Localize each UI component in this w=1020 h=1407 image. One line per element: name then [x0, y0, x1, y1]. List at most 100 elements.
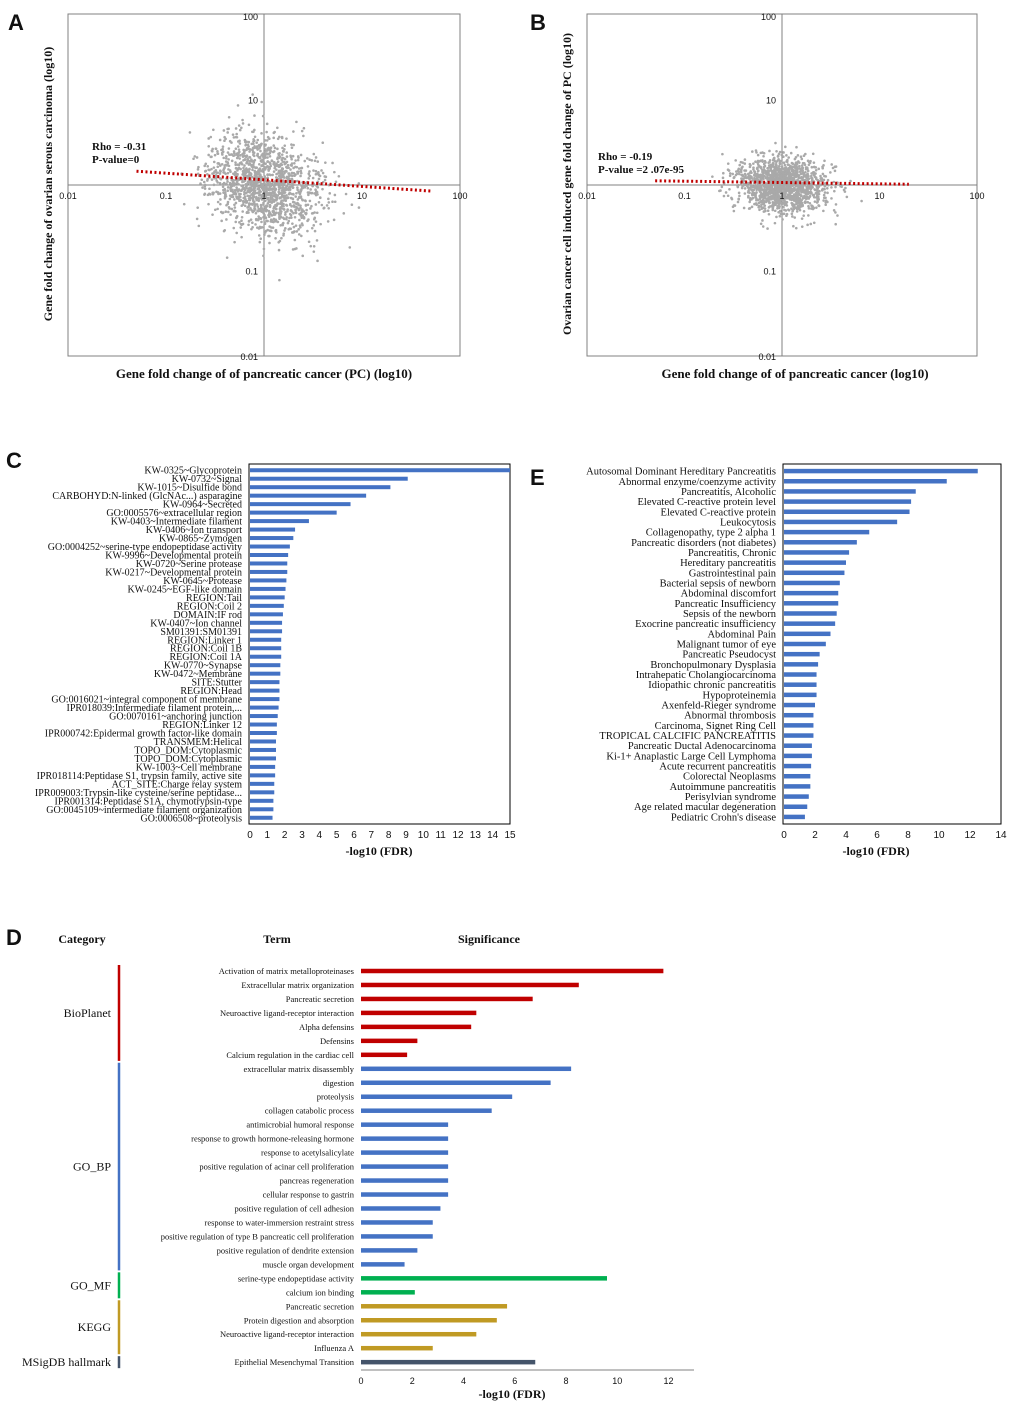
scatter-point [280, 204, 284, 208]
scatter-point [790, 207, 793, 210]
panel-a-rho: Rho = -0.31 [92, 141, 146, 153]
bar-category-label: IPR018114:Peptidase S1, trypsin family, … [37, 771, 243, 782]
bar-category-label: IPR018039:Intermediate filament protein,… [66, 703, 242, 714]
scatter-point [312, 152, 316, 156]
scatter-point [808, 201, 812, 205]
scatter-point [300, 129, 304, 133]
scatter-point [272, 170, 276, 173]
scatter-point [244, 185, 248, 188]
bar [250, 714, 278, 719]
scatter-point [321, 171, 325, 175]
scatter-point [276, 157, 279, 161]
scatter-point [220, 219, 223, 223]
scatter-point [811, 152, 815, 156]
scatter-point [304, 181, 307, 185]
scatter-point [299, 169, 303, 173]
scatter-point [795, 210, 799, 213]
scatter-point [248, 150, 251, 153]
term-label: positive regulation of dendrite extensio… [217, 1245, 355, 1255]
scatter-point [257, 196, 261, 200]
scatter-point [242, 192, 246, 196]
scatter-point [273, 183, 276, 187]
scatter-point [744, 169, 748, 172]
scatter-point [331, 200, 334, 204]
scatter-point [308, 158, 311, 162]
bar [250, 476, 408, 481]
scatter-point [289, 168, 292, 171]
panel-c-frame [248, 463, 511, 825]
scatter-point [243, 204, 247, 208]
scatter-point [253, 191, 257, 194]
scatter-point [214, 169, 218, 172]
scatter-point [280, 236, 283, 240]
bar-category-label: Abnormal enzyme/coenzyme activity [619, 477, 777, 488]
scatter-point [223, 187, 227, 191]
scatter-point [235, 231, 238, 235]
bar [250, 536, 294, 541]
bar-category-label: REGION:Linker 12 [162, 720, 242, 731]
scatter-point [262, 254, 265, 258]
scatter-point [233, 203, 236, 207]
scatter-point [278, 215, 281, 219]
scatter-point [296, 186, 299, 189]
scatter-point [225, 218, 228, 221]
scatter-point [824, 203, 828, 207]
bar [361, 1038, 418, 1044]
scatter-point [810, 180, 814, 183]
scatter-point [786, 172, 790, 176]
scatter-point [244, 198, 247, 201]
bar [361, 1066, 572, 1072]
scatter-point [752, 188, 756, 192]
bar-category-label: Pancreatitis, Alcoholic [681, 487, 776, 498]
scatter-point [264, 216, 268, 220]
scatter-point [728, 187, 731, 191]
bar-category-label: KW-0407~Ion channel [150, 618, 242, 629]
scatter-point [290, 180, 294, 184]
scatter-point [245, 155, 248, 159]
scatter-point [300, 186, 304, 190]
scatter-point [307, 240, 311, 244]
bar [250, 705, 279, 710]
scatter-point [196, 172, 200, 176]
bar [784, 794, 809, 799]
bar [784, 702, 815, 708]
x-tick-label: 1 [779, 191, 784, 201]
scatter-point [270, 187, 274, 190]
scatter-point [289, 154, 292, 158]
scatter-point [771, 188, 774, 191]
scatter-point [291, 222, 294, 225]
scatter-point [800, 217, 804, 220]
scatter-point [232, 172, 235, 175]
scatter-point [807, 204, 810, 208]
bar [250, 493, 367, 498]
scatter-point [248, 167, 251, 171]
panel-a-letter: A [8, 10, 24, 35]
scatter-point [277, 180, 280, 184]
scatter-point [280, 192, 283, 195]
scatter-point [819, 174, 822, 178]
scatter-point [793, 197, 796, 200]
bar-category-label: Pediatric Crohn's disease [671, 812, 776, 823]
scatter-point [259, 159, 263, 163]
scatter-point [257, 215, 260, 218]
scatter-point [312, 217, 316, 221]
scatter-point [299, 174, 302, 178]
scatter-point [310, 204, 313, 208]
x-tick-label: 4 [317, 830, 323, 841]
bar-category-label: GO:0045109~intermediate filament organiz… [46, 805, 242, 816]
scatter-point [249, 163, 253, 167]
bar [250, 527, 296, 532]
x-tick-label: 0.1 [160, 191, 173, 201]
scatter-point [796, 154, 800, 157]
scatter-point [313, 229, 317, 233]
bar [250, 756, 276, 761]
scatter-point [292, 143, 295, 147]
scatter-point [773, 221, 777, 225]
bar-category-label: GO:0004252~serine-type endopeptidase act… [48, 542, 242, 553]
scatter-point [312, 250, 316, 253]
scatter-point [235, 132, 238, 136]
scatter-point [314, 191, 317, 195]
scatter-point [203, 164, 207, 168]
scatter-point [267, 215, 271, 219]
scatter-point [734, 173, 738, 177]
